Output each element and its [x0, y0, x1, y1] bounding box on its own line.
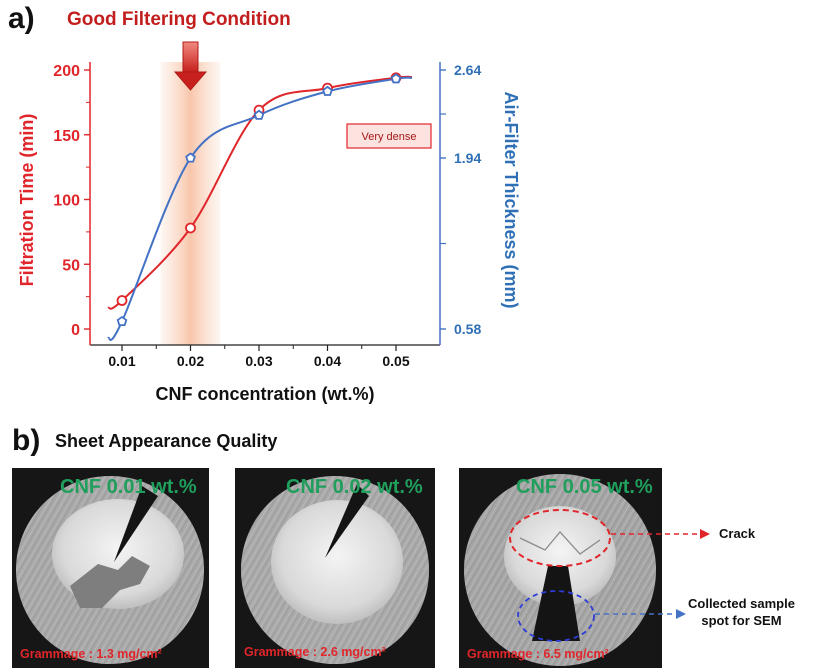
filtration-time-point: [185, 222, 196, 234]
x-tick-label: 0.04: [314, 353, 341, 369]
sheet-photos: [12, 468, 710, 668]
grammage-label-2: Grammage : 2.6 mg/cm²: [244, 645, 386, 659]
panel-b-label: b): [12, 424, 41, 457]
very-dense-label: Very dense: [361, 131, 416, 143]
cnf-label-2: CNF 0.02 wt.%: [286, 476, 423, 498]
thickness-point: [253, 109, 265, 120]
thickness-point: [390, 73, 402, 84]
cnf-label-1: CNF 0.01 wt.%: [60, 476, 197, 498]
right-tick-label: 1.94: [454, 150, 481, 166]
cnf-coating-3: [504, 506, 616, 606]
left-tick-label: 200: [53, 63, 80, 80]
thickness-point: [116, 315, 128, 326]
left-tick-label: 150: [53, 128, 80, 145]
grammage-label-1: Grammage : 1.3 mg/cm²: [20, 647, 162, 661]
sheet-appearance-title: Sheet Appearance Quality: [55, 431, 278, 451]
grammage-label-3: Grammage : 6.5 mg/cm²: [467, 647, 609, 661]
sem-arrow-icon: [595, 609, 686, 619]
cnf-coating-2: [271, 500, 403, 624]
good-condition-highlight-band: [160, 62, 221, 345]
thickness-point: [322, 85, 333, 96]
filtration-time-point: [116, 295, 128, 306]
sample-cut-2: [325, 484, 369, 558]
very-dense-box: [346, 123, 432, 149]
sheet-photo-2: [235, 468, 435, 668]
good-filtering-condition-label: Good Filtering Condition: [67, 9, 291, 30]
sem-callout-line1: Collected sample: [688, 596, 795, 611]
sample-cut-1: [114, 486, 158, 562]
uncoated-patch: [70, 556, 150, 608]
right-tick-label: 0.58: [454, 321, 481, 337]
sample-cut-3: [532, 566, 580, 641]
panel-a-label: a): [8, 2, 35, 35]
sheet-photo-1: [12, 468, 209, 668]
chart: 0.01 0.02 0.03 0.04 0.05 0 50 100 150 200 0.58 1.…: [17, 41, 521, 404]
cnf-label-3: CNF 0.05 wt.%: [516, 476, 653, 498]
left-tick-label: 50: [62, 257, 80, 274]
crack-callout: Crack: [719, 526, 756, 541]
left-axis-title: Filtration Time (min): [17, 114, 37, 287]
x-tick-label: 0.03: [245, 353, 272, 369]
sem-spot-ellipse: [517, 590, 595, 642]
sheet-photo-3: [459, 468, 662, 668]
crack-lines: [519, 531, 601, 555]
right-tick-label: 2.64: [454, 62, 481, 78]
crack-arrow-icon: [611, 529, 710, 539]
down-arrow-icon: [173, 41, 208, 91]
x-tick-label: 0.02: [177, 353, 204, 369]
sem-callout-line2: spot for SEM: [701, 613, 782, 628]
left-tick-label: 0: [71, 322, 80, 339]
highlight-band-rect: [160, 62, 221, 345]
thickness-point: [185, 152, 196, 163]
crack-ellipse: [509, 509, 611, 567]
left-tick-label: 100: [53, 193, 80, 210]
x-tick-label: 0.05: [382, 353, 409, 369]
x-tick-label: 0.01: [108, 353, 135, 369]
x-axis-title: CNF concentration (wt.%): [156, 384, 375, 404]
right-axis-title: Air-Filter Thickness (mm): [501, 91, 521, 308]
sem-callout: Collected sample spot for SEM: [688, 595, 795, 629]
